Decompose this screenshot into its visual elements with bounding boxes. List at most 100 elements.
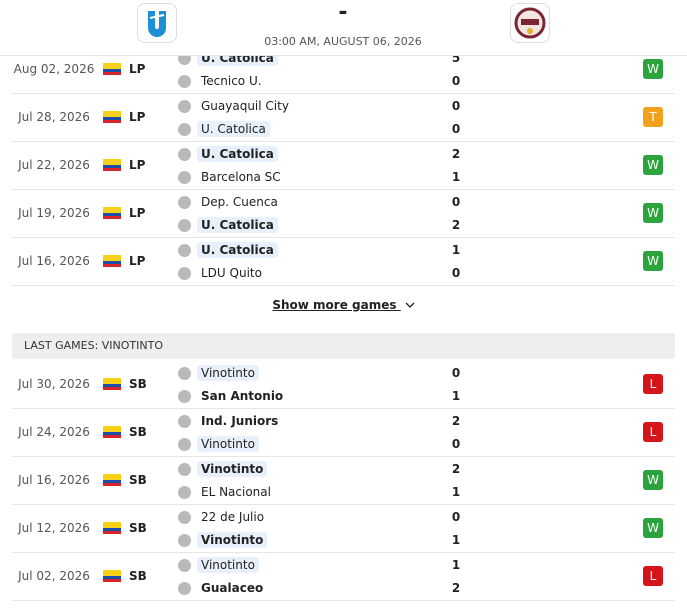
row-separator (12, 141, 675, 142)
row-separator (12, 504, 675, 505)
result-badge: L (643, 566, 663, 586)
result-badge: L (643, 374, 663, 394)
result-badge: L (643, 422, 663, 442)
league: SB (129, 521, 147, 535)
away-logo[interactable] (510, 3, 550, 43)
score: 2 (451, 218, 461, 232)
league: SB (129, 377, 147, 391)
score: 1 (451, 485, 461, 499)
flag (103, 522, 121, 534)
score: 1 (451, 533, 461, 547)
team-name[interactable]: U. Catolica (197, 242, 278, 258)
team-name[interactable]: Barcelona SC (201, 170, 281, 184)
team-name[interactable]: Gualaceo (201, 581, 264, 595)
game-date: Jul 16, 2026 (18, 254, 90, 268)
team-name[interactable]: Tecnico U. (201, 74, 262, 88)
score: 0 (451, 437, 461, 451)
team-name[interactable]: U. Catolica (197, 217, 278, 233)
team-name[interactable]: 22 de Julio (201, 510, 265, 524)
league: SB (129, 569, 147, 583)
team-name[interactable]: Ind. Juniors (201, 414, 279, 428)
score: 0 (451, 366, 461, 380)
team-name[interactable]: Vinotinto (197, 436, 259, 452)
chevron (405, 302, 415, 308)
team-icon (178, 415, 191, 428)
team-icon (178, 534, 191, 547)
team-icon (178, 438, 191, 451)
score: 0 (451, 195, 461, 209)
score: 1 (451, 243, 461, 257)
game-date: Aug 02, 2026 (13, 62, 95, 76)
game-date: Jul 28, 2026 (18, 110, 90, 124)
show-more-label[interactable]: Show more games (272, 298, 397, 312)
team-name[interactable]: San Antonio (201, 389, 284, 403)
team-name[interactable]: Dep. Cuenca (201, 195, 278, 209)
team-name[interactable]: Vinotinto (197, 532, 268, 548)
score: 0 (451, 510, 461, 524)
result-badge: T (643, 107, 663, 127)
league: LP (129, 62, 146, 76)
team-icon (178, 148, 191, 161)
game-date: Jul 24, 2026 (18, 425, 90, 439)
league: LP (129, 110, 146, 124)
score: 1 (451, 558, 461, 572)
result-badge: W (643, 518, 663, 538)
team-icon (178, 100, 191, 113)
team-name[interactable]: U. Catolica (197, 121, 270, 137)
match-datetime: 03:00 AM, AUGUST 06, 2026 (264, 35, 422, 48)
league: SB (129, 473, 147, 487)
score: 2 (451, 147, 461, 161)
team-name[interactable]: LDU Quito (201, 266, 262, 280)
score: 2 (451, 581, 461, 595)
game-date: Jul 19, 2026 (18, 206, 90, 220)
flag (103, 474, 121, 486)
team-icon (178, 219, 191, 232)
team-name[interactable]: U. Catolica (197, 146, 278, 162)
team-icon (178, 267, 191, 280)
team-name[interactable]: Vinotinto (197, 557, 259, 573)
show-more[interactable]: Show more games (0, 297, 687, 313)
logo-graphic (148, 11, 166, 37)
row-separator (12, 285, 675, 286)
game-date: Jul 12, 2026 (18, 521, 90, 535)
score: 0 (451, 74, 461, 88)
team-name[interactable]: Vinotinto (197, 365, 259, 381)
team-name[interactable]: Guayaquil City (201, 99, 289, 113)
flag (103, 426, 121, 438)
team-icon (178, 244, 191, 257)
score: 0 (451, 266, 461, 280)
score: 2 (451, 414, 461, 428)
team-icon (178, 196, 191, 209)
game-date: Jul 02, 2026 (18, 569, 90, 583)
row-separator (12, 600, 675, 601)
team-icon (178, 463, 191, 476)
row-separator (12, 456, 675, 457)
logo-graphic (514, 7, 546, 39)
home-logo[interactable] (137, 3, 177, 43)
section-title: LAST GAMES: VINOTINTO (24, 339, 164, 352)
team-name[interactable]: Vinotinto (197, 461, 268, 477)
section-header: LAST GAMES: VINOTINTO (12, 333, 675, 359)
league: LP (129, 206, 146, 220)
team-icon (178, 390, 191, 403)
row-separator (12, 237, 675, 238)
result-badge: W (643, 203, 663, 223)
result-badge: W (643, 155, 663, 175)
team-icon (178, 75, 191, 88)
flag (103, 111, 121, 123)
game-date: Jul 22, 2026 (18, 158, 90, 172)
league: LP (129, 254, 146, 268)
result-badge: W (643, 470, 663, 490)
game-date: Jul 30, 2026 (18, 377, 90, 391)
row-separator (12, 189, 675, 190)
score: 5 (451, 51, 461, 65)
team-icon (178, 486, 191, 499)
team-icon (178, 367, 191, 380)
team-name[interactable]: EL Nacional (201, 485, 271, 499)
flag (103, 570, 121, 582)
score: 0 (451, 122, 461, 136)
flag (103, 207, 121, 219)
result-badge: W (643, 59, 663, 79)
score-separator: - (338, 0, 348, 25)
